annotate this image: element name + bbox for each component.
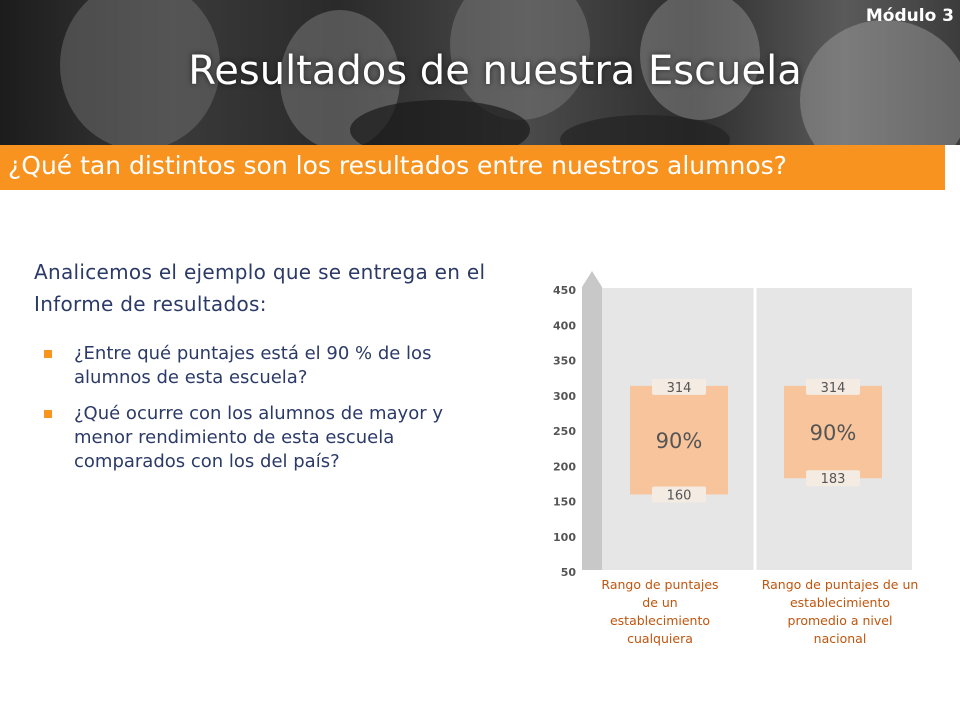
high-value-label: 314 <box>667 381 692 396</box>
low-value-label: 183 <box>821 472 846 487</box>
header-banner: Módulo 3 Resultados de nuestra Escuela <box>0 0 960 145</box>
y-tick-label: 100 <box>553 531 576 544</box>
y-tick-label: 450 <box>553 284 576 297</box>
y-tick-label: 50 <box>561 566 577 579</box>
range-chart: 50 100 150 200 250 300 350 400 450 314 160 90% 314 1… <box>553 271 912 579</box>
bullet-square-icon <box>44 410 52 418</box>
high-value-label: 314 <box>821 381 846 396</box>
range-bars: 314 160 90% 314 183 90% <box>630 378 882 503</box>
high-label-box <box>806 378 860 395</box>
axis-wall <box>582 287 602 570</box>
percentage-label: 90% <box>810 421 857 445</box>
question-list: ¿Entre qué puntajes está el 90 % de los … <box>44 342 474 486</box>
y-axis: 50 100 150 200 250 300 350 400 450 <box>553 284 576 579</box>
y-tick-label: 200 <box>553 460 576 473</box>
category-label: Rango de puntajes de un establecimiento … <box>761 577 919 646</box>
low-label-box <box>806 470 860 487</box>
question-text: ¿Qué ocurre con los alumnos de mayor y m… <box>74 403 443 472</box>
category-label: Rango de puntajes de un establecimiento … <box>601 577 719 646</box>
question-text: ¿Entre qué puntajes está el 90 % de los … <box>74 343 432 388</box>
axis-arrow-icon <box>582 271 602 287</box>
page-title: Resultados de nuestra Escuela <box>188 48 802 94</box>
y-tick-label: 150 <box>553 496 576 509</box>
range-bar <box>630 385 728 495</box>
intro-text: Analicemos el ejemplo que se entrega en … <box>34 260 486 316</box>
y-tick-label: 250 <box>553 425 576 438</box>
bullet-square-icon <box>44 350 52 358</box>
question-item: ¿Entre qué puntajes está el 90 % de los … <box>44 342 474 390</box>
percentage-label: 90% <box>656 429 703 453</box>
question-item: ¿Qué ocurre con los alumnos de mayor y m… <box>44 402 474 474</box>
y-tick-label: 350 <box>553 355 576 368</box>
low-label-box <box>652 486 706 503</box>
subtitle-band: ¿Qué tan distintos son los resultados en… <box>0 145 945 190</box>
y-tick-label: 400 <box>553 319 576 332</box>
subtitle-text: ¿Qué tan distintos son los resultados en… <box>8 151 787 180</box>
range-bar <box>784 385 882 479</box>
low-value-label: 160 <box>667 488 692 503</box>
y-tick-label: 300 <box>553 390 576 403</box>
module-label: Módulo 3 <box>865 6 954 26</box>
high-label-box <box>652 378 706 395</box>
